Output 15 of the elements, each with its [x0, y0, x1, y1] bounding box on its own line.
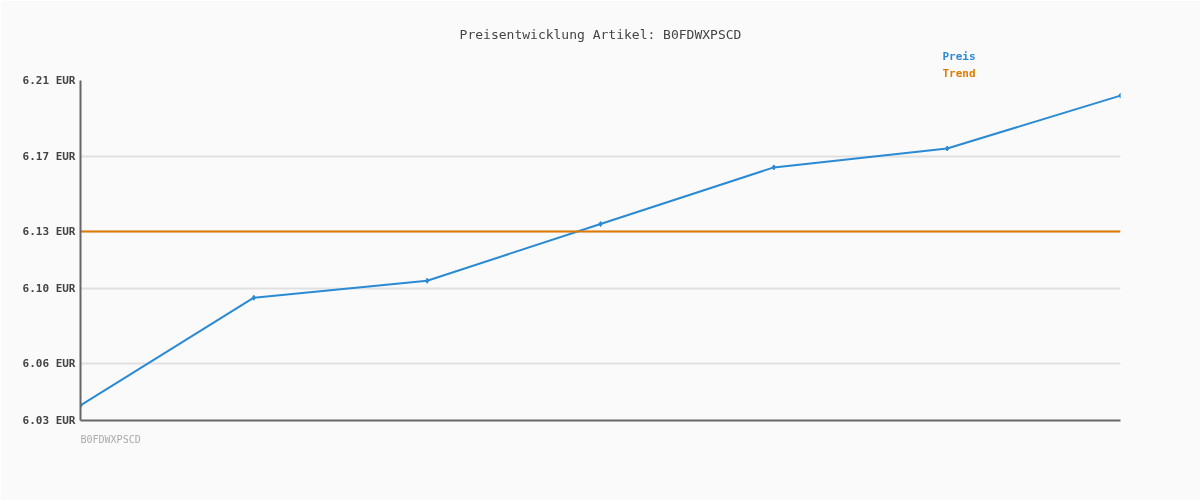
- point: [251, 294, 256, 301]
- y-tick-label: 6.10 EUR: [22, 281, 76, 295]
- y-tick-label: 6.21 EUR: [22, 74, 76, 87]
- y-tick-label: 6.13 EUR: [22, 225, 76, 239]
- y-tick-label: 6.03 EUR: [22, 414, 76, 427]
- y-tick-label: 6.17 EUR: [22, 149, 76, 163]
- text: B0FDWXPSCD: [80, 433, 141, 445]
- point: [771, 164, 776, 171]
- text: Trend: [942, 66, 976, 80]
- y-tick-label: 6.06 EUR: [22, 357, 76, 371]
- point: [425, 277, 430, 284]
- point: [598, 221, 603, 228]
- point: [945, 145, 950, 152]
- chart-title: Preisentwicklung Artikel: B0FDWXPSCD: [459, 26, 742, 42]
- text: Preis: [942, 49, 976, 63]
